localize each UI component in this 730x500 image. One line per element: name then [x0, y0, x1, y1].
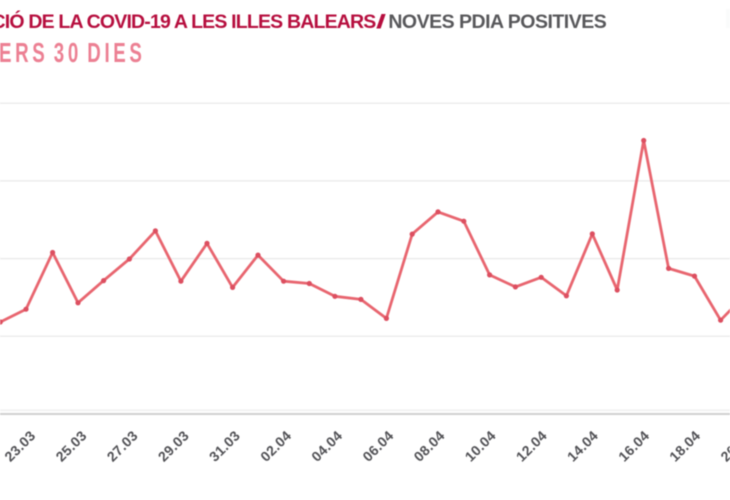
- svg-text:14.04: 14.04: [564, 427, 601, 464]
- svg-text:18.04: 18.04: [666, 427, 703, 464]
- svg-text:29.03: 29.03: [155, 427, 192, 464]
- svg-text:08.04: 08.04: [410, 427, 447, 464]
- svg-text:23.03: 23.03: [1, 427, 38, 464]
- svg-text:27.03: 27.03: [104, 427, 141, 464]
- svg-text:31.03: 31.03: [206, 427, 243, 464]
- svg-text:10.04: 10.04: [462, 427, 499, 464]
- svg-text:25.03: 25.03: [52, 427, 89, 464]
- svg-text:02.04: 02.04: [257, 427, 294, 464]
- svg-text:12.04: 12.04: [513, 427, 550, 464]
- svg-text:06.04: 06.04: [359, 427, 396, 464]
- svg-text:16.04: 16.04: [615, 427, 652, 464]
- svg-text:04.04: 04.04: [308, 427, 345, 464]
- svg-text:20.04: 20.04: [717, 427, 730, 464]
